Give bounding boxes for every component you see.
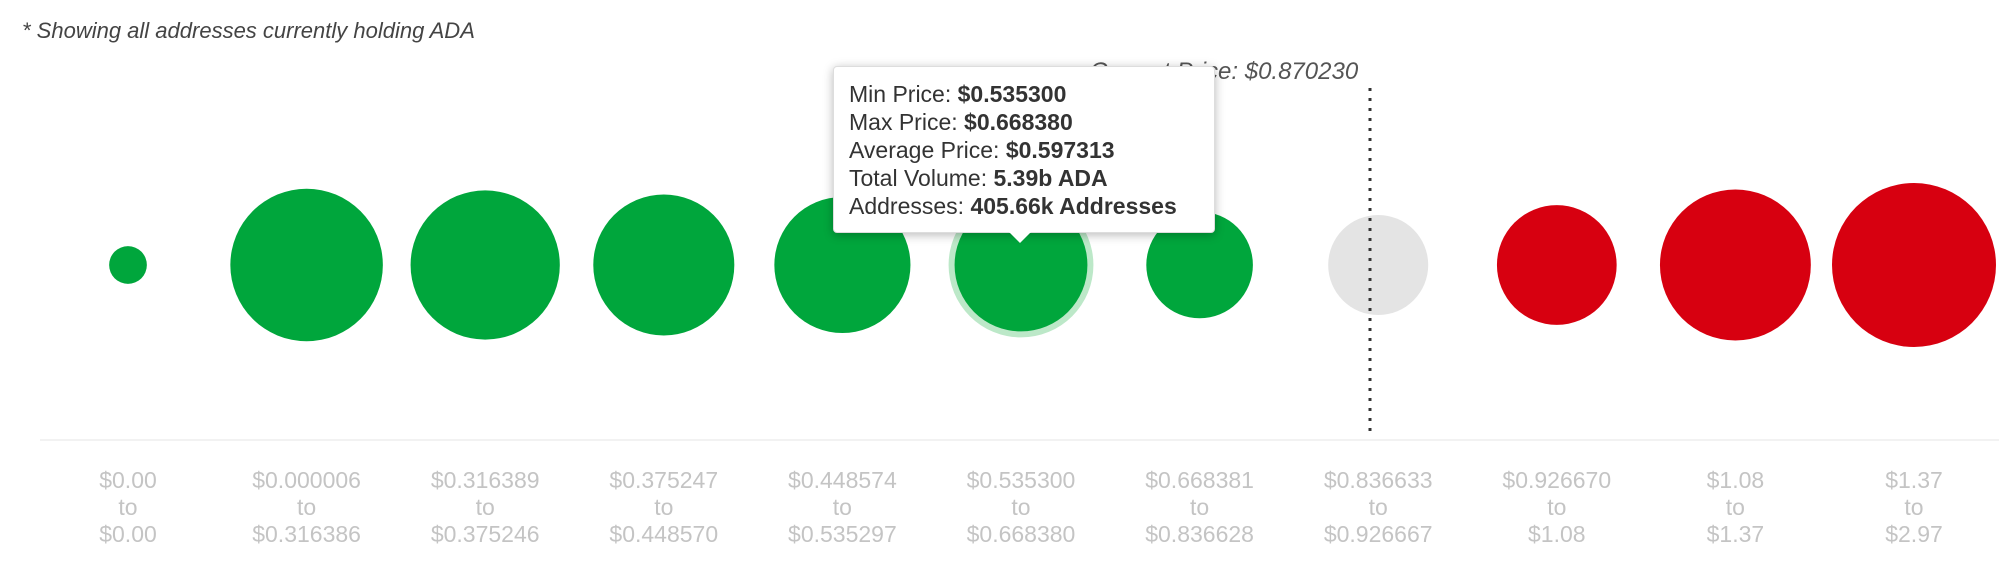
tick-label-from-2: $0.316389 — [431, 467, 540, 493]
bubble-2[interactable] — [410, 190, 560, 340]
tick-label-connector-4: to — [833, 494, 852, 520]
tick-label-connector-7: to — [1369, 494, 1388, 520]
tick-label-to-0: $0.00 — [99, 521, 157, 547]
tick-label-connector-1: to — [297, 494, 316, 520]
tooltip-total-volume: Total Volume: 5.39b ADA — [849, 164, 1200, 192]
tick-label-from-5: $0.535300 — [967, 467, 1076, 493]
tooltip-min-price: Min Price: $0.535300 — [849, 80, 1200, 108]
tick-label-to-5: $0.668380 — [967, 521, 1076, 547]
tick-label-from-4: $0.448574 — [788, 467, 897, 493]
tick-label-to-4: $0.535297 — [788, 521, 897, 547]
tick-label-from-3: $0.375247 — [609, 467, 718, 493]
tick-label-connector-0: to — [118, 494, 137, 520]
tooltip-max-label: Max Price: — [849, 109, 965, 135]
bubble-9[interactable] — [1659, 189, 1811, 341]
tooltip-min-value: $0.535300 — [957, 81, 1067, 107]
bubble-8[interactable] — [1496, 205, 1617, 325]
tick-label-to-9: $1.37 — [1707, 521, 1765, 547]
bubble-1[interactable] — [230, 188, 383, 342]
tick-label-to-7: $0.926667 — [1324, 521, 1433, 547]
tick-label-from-8: $0.926670 — [1502, 467, 1611, 493]
tooltip-max-price: Max Price: $0.668380 — [849, 108, 1200, 136]
tooltip-pointer — [1009, 232, 1031, 243]
bubble-6[interactable] — [1146, 211, 1253, 319]
tick-label-from-7: $0.836633 — [1324, 467, 1433, 493]
tick-label-connector-6: to — [1190, 494, 1209, 520]
tick-label-from-9: $1.08 — [1707, 467, 1765, 493]
tooltip-addr-label: Addresses: — [849, 193, 971, 219]
x-tick-labels: $0.00to$0.00$0.000006to$0.316386$0.31638… — [99, 467, 1943, 547]
tick-label-to-6: $0.836628 — [1145, 521, 1254, 547]
tick-label-from-0: $0.00 — [99, 467, 157, 493]
tick-label-to-10: $2.97 — [1885, 521, 1943, 547]
bubble-7[interactable] — [1328, 214, 1429, 316]
chart-note: * Showing all addresses currently holdin… — [22, 18, 475, 43]
bubble-3[interactable] — [593, 194, 735, 336]
tooltip-min-label: Min Price: — [849, 81, 958, 107]
bubble-group — [109, 183, 1996, 347]
current-price-value: $0.870230 — [1244, 58, 1359, 85]
tooltip-addresses: Addresses: 405.66k Addresses — [849, 192, 1200, 220]
tooltip-average-price: Average Price: $0.597313 — [849, 136, 1200, 164]
tick-label-from-6: $0.668381 — [1145, 467, 1254, 493]
tooltip-vol-label: Total Volume: — [849, 165, 994, 191]
tooltip-vol-value: 5.39b ADA — [993, 165, 1108, 191]
tick-label-from-10: $1.37 — [1885, 467, 1943, 493]
tick-label-connector-8: to — [1547, 494, 1566, 520]
tooltip-avg-label: Average Price: — [849, 137, 1006, 163]
tick-label-to-3: $0.448570 — [609, 521, 718, 547]
bubble-0[interactable] — [109, 246, 147, 284]
tick-label-connector-5: to — [1011, 494, 1030, 520]
tooltip: Min Price: $0.535300 Max Price: $0.66838… — [833, 66, 1215, 233]
tick-label-connector-3: to — [654, 494, 673, 520]
tooltip-addr-value: 405.66k Addresses — [970, 193, 1177, 219]
tick-label-connector-10: to — [1904, 494, 1923, 520]
tick-label-connector-2: to — [476, 494, 495, 520]
tick-label-to-8: $1.08 — [1528, 521, 1586, 547]
tooltip-max-value: $0.668380 — [964, 109, 1073, 135]
tick-label-from-1: $0.000006 — [252, 467, 361, 493]
tooltip-avg-value: $0.597313 — [1005, 137, 1115, 163]
tick-label-to-1: $0.316386 — [252, 521, 361, 547]
bubble-10[interactable] — [1832, 183, 1996, 347]
tick-label-to-2: $0.375246 — [431, 521, 540, 547]
tick-label-connector-9: to — [1726, 494, 1745, 520]
